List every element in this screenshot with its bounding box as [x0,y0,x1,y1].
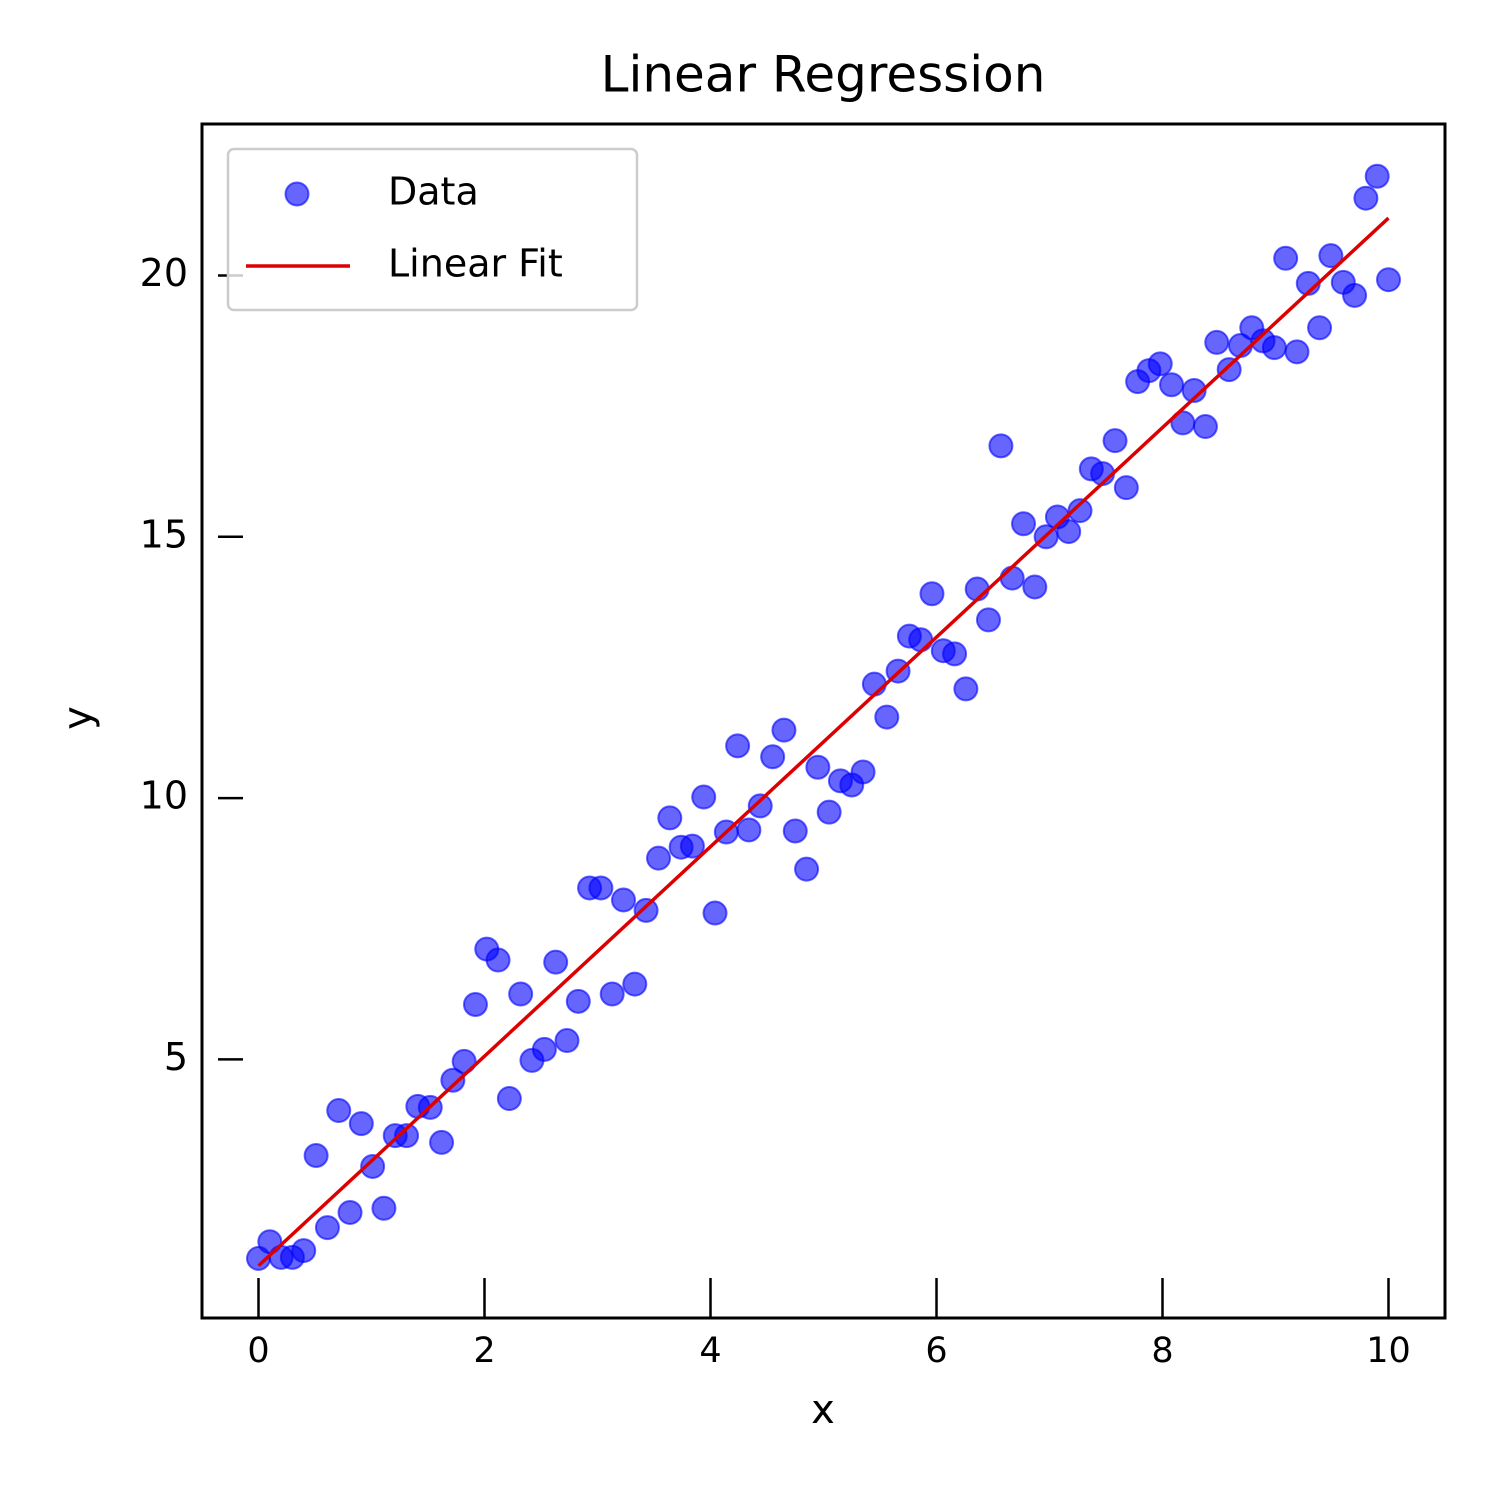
data-point [1181,377,1207,403]
data-point [794,856,820,882]
data-point [646,845,672,871]
data-point [691,784,717,810]
data-point [1067,498,1093,524]
data-point [588,875,614,901]
data-point [679,833,705,859]
data-point [919,581,945,607]
data-point [861,671,887,697]
data-point [725,733,751,759]
data-point [485,947,511,973]
data-point [531,1036,557,1062]
data-point [496,1086,522,1112]
data-point [805,754,831,780]
data-point [394,1123,420,1149]
data-point [291,1238,317,1264]
data-point [747,793,773,819]
data-point [1204,329,1230,355]
data-point [816,799,842,825]
fit-line [257,216,1390,1268]
data-point [1022,574,1048,600]
data-point [360,1153,386,1179]
data-point [429,1129,455,1155]
x-tick-label: 2 [473,1331,495,1371]
data-point [1159,372,1185,398]
data-point [337,1199,363,1225]
data-point [622,971,648,997]
data-point [508,981,534,1007]
data-point [314,1215,340,1241]
data-point [1342,282,1368,308]
data-point [633,897,659,923]
data-point [1353,185,1379,211]
x-tick-label: 6 [925,1331,947,1371]
data-point [1273,245,1299,271]
y-tick-label: 5 [164,1035,188,1079]
data-point [554,1028,580,1054]
x-tick-label: 8 [1151,1331,1173,1371]
legend-box [226,147,639,312]
data-point [1318,243,1344,269]
data-point [1011,511,1037,537]
data-point [988,433,1014,459]
legend-label: Linear Fit [388,242,563,286]
data-point [1364,163,1390,189]
data-point [1376,267,1401,293]
x-tick-label: 10 [1366,1331,1411,1371]
data-point [1261,335,1287,361]
data-point [371,1195,397,1221]
data-point [565,988,591,1014]
data-point [543,949,569,975]
data-point [610,887,636,913]
data-point [736,817,762,843]
data-point [1056,519,1082,545]
data-point [1307,315,1333,341]
data-point [440,1067,466,1093]
data-point [1284,339,1310,365]
data-point [975,607,1001,633]
data-point [1102,428,1128,454]
chart-title: Linear Regression [601,46,1046,104]
y-tick-label: 20 [140,251,188,295]
plot-frame [200,122,1447,1320]
y-tick-label: 10 [140,774,188,818]
data-point [1113,475,1139,501]
legend-label: Data [388,170,479,214]
x-tick-label: 4 [699,1331,721,1371]
data-point [462,991,488,1017]
data-point [1147,351,1173,377]
data-point [771,717,797,743]
legend-marker [284,181,310,207]
data-point [1192,414,1218,440]
data-point [303,1142,329,1168]
data-point [942,641,968,667]
data-point [702,900,728,926]
data-point [1216,357,1242,383]
data-point [326,1098,352,1124]
data-point [599,981,625,1007]
y-axis-label: y [55,706,101,730]
data-point [999,565,1025,591]
data-point [348,1111,374,1137]
data-point [657,805,683,831]
data-point [760,744,786,770]
data-point [782,818,808,844]
data-point [908,627,934,653]
legend: Data Linear Fit [226,147,639,312]
x-tick-label: 0 [247,1331,269,1371]
data-point [874,704,900,730]
data-point [953,676,979,702]
x-axis-label: x [811,1387,835,1433]
y-tick-label: 15 [140,512,188,556]
data-point [850,759,876,785]
